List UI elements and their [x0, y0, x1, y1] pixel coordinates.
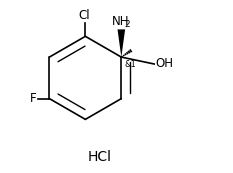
- Text: NH: NH: [112, 15, 130, 28]
- Text: Cl: Cl: [79, 10, 90, 22]
- Text: HCl: HCl: [87, 151, 111, 164]
- Text: F: F: [30, 92, 37, 105]
- Text: 2: 2: [124, 20, 130, 29]
- Polygon shape: [117, 29, 125, 57]
- Text: &1: &1: [124, 60, 136, 69]
- Text: OH: OH: [156, 57, 174, 70]
